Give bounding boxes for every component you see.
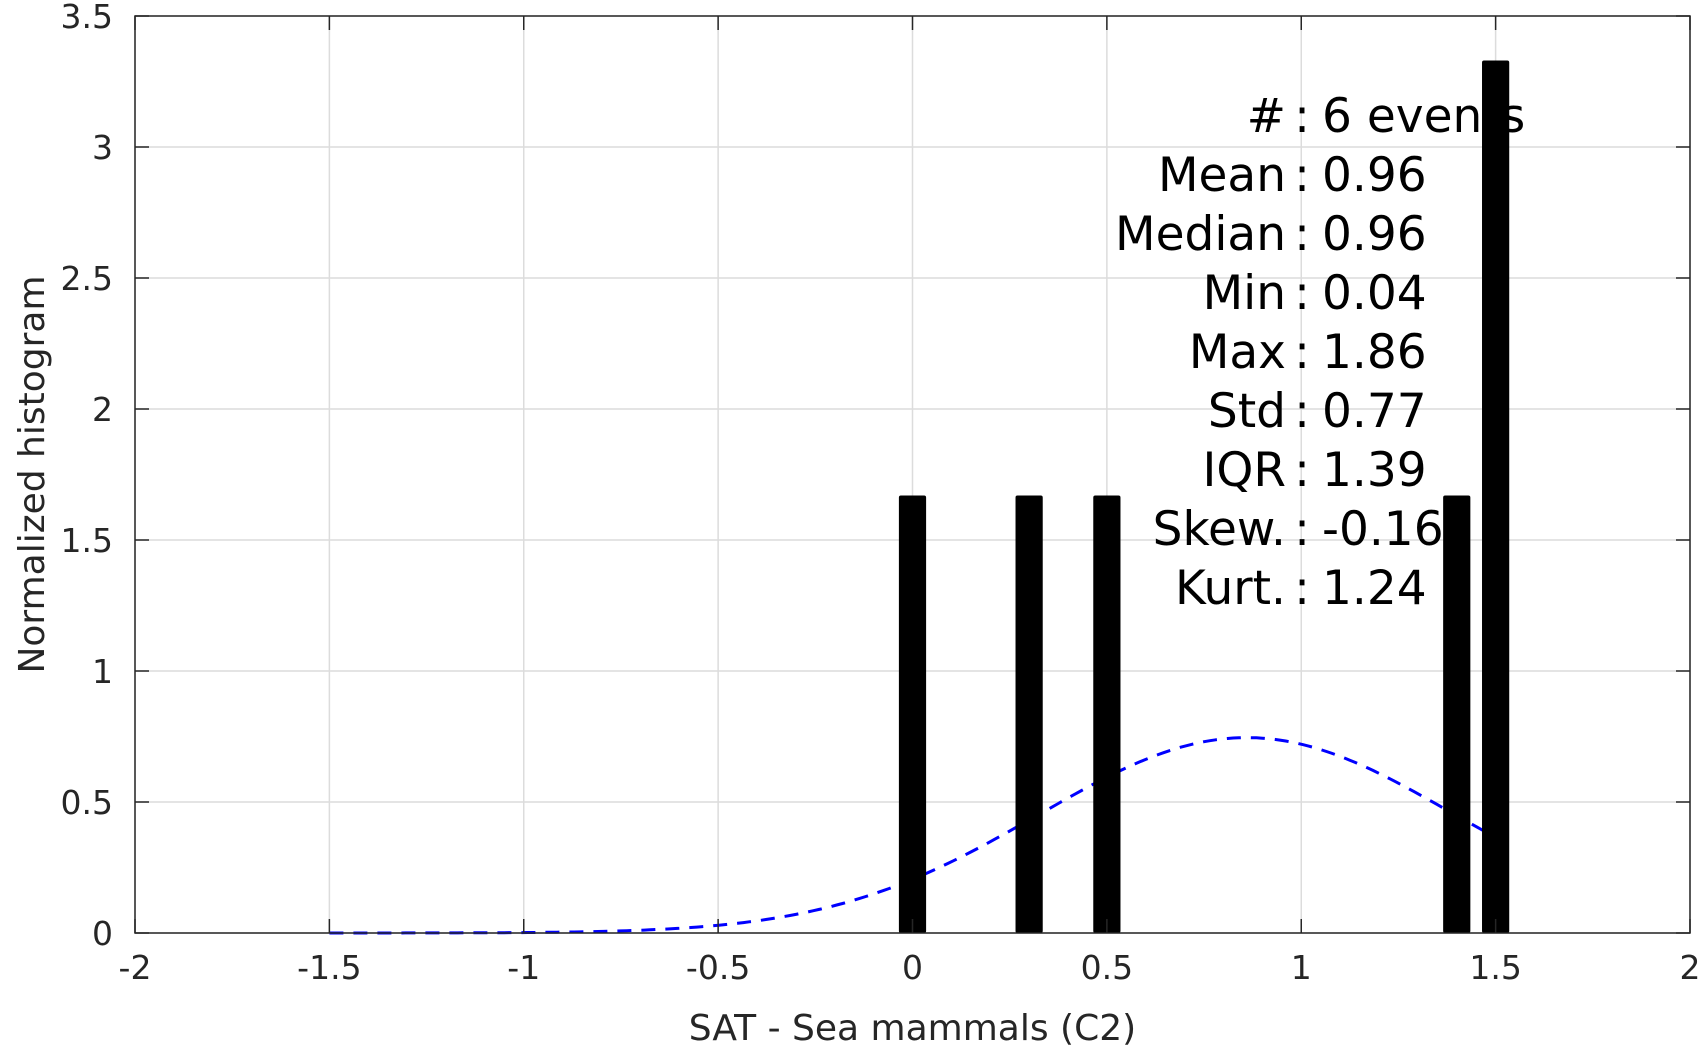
stat-label: Kurt. <box>1175 561 1286 616</box>
stat-label: Skew. <box>1153 502 1286 557</box>
x-tick-label: 1.5 <box>1469 948 1521 987</box>
y-tick-labels: 0 0.5 1 1.5 2 2.5 3 3.5 <box>61 0 113 953</box>
x-tick-label: -2 <box>119 948 152 987</box>
x-tick-label: -1 <box>507 948 540 987</box>
x-tick-label: -0.5 <box>686 948 750 987</box>
stat-separator: : <box>1294 384 1310 439</box>
y-tick-label: 3.5 <box>61 0 113 36</box>
x-tick-label: 1 <box>1291 948 1312 987</box>
stat-separator: : <box>1294 266 1310 321</box>
stat-separator: : <box>1294 148 1310 203</box>
bars <box>898 60 1510 934</box>
stat-value: 0.04 <box>1322 266 1427 321</box>
x-axis-title: SAT - Sea mammals (C2) <box>689 1008 1136 1049</box>
histogram-bar <box>1015 495 1043 933</box>
histogram-bar <box>898 495 927 933</box>
axes <box>134 15 1691 934</box>
stat-separator: : <box>1294 443 1310 498</box>
stat-separator: : <box>1294 207 1310 262</box>
x-tick-label: -1.5 <box>297 948 361 987</box>
stat-label: Min <box>1203 266 1286 321</box>
stat-separator: : <box>1294 561 1310 616</box>
stat-separator: : <box>1294 89 1310 144</box>
y-tick-label: 3 <box>92 128 113 167</box>
stat-value: 0.77 <box>1322 384 1427 439</box>
stat-label: # <box>1247 89 1286 144</box>
stat-separator: : <box>1294 325 1310 380</box>
stat-value: 1.39 <box>1322 443 1427 498</box>
stats-annotation: # :6 eventsMean:0.96Median:0.96Min:0.04M… <box>1115 89 1525 616</box>
stat-label: Mean <box>1158 148 1286 203</box>
stat-value: 0.96 <box>1322 148 1427 203</box>
x-tick-label: 0.5 <box>1081 948 1133 987</box>
stat-value: -0.16 <box>1322 502 1444 557</box>
stat-label: Median <box>1115 207 1286 262</box>
stat-value: 6 events <box>1322 89 1525 144</box>
histogram-bar <box>1443 495 1471 933</box>
y-tick-label: 2.5 <box>61 259 113 298</box>
y-tick-label: 0.5 <box>61 783 113 822</box>
stat-value: 1.24 <box>1322 561 1427 616</box>
x-tick-label: 2 <box>1680 948 1701 987</box>
y-tick-label: 2 <box>92 390 113 429</box>
stat-label: Std <box>1208 384 1286 439</box>
histogram-bar <box>1482 60 1510 934</box>
stat-value: 0.96 <box>1322 207 1427 262</box>
y-axis-title: Normalized histogram <box>12 275 53 673</box>
y-tick-label: 0 <box>92 914 113 953</box>
y-tick-label: 1.5 <box>61 521 113 560</box>
x-tick-label: 0 <box>902 948 923 987</box>
histogram-bar <box>1093 495 1121 933</box>
x-tick-labels: -2 -1.5 -1 -0.5 0 0.5 1 1.5 2 <box>119 948 1701 987</box>
stat-label: Max <box>1189 325 1286 380</box>
stat-separator: : <box>1294 502 1310 557</box>
stat-value: 1.86 <box>1322 325 1427 380</box>
stat-label: IQR <box>1202 443 1286 498</box>
y-tick-label: 1 <box>92 652 113 691</box>
